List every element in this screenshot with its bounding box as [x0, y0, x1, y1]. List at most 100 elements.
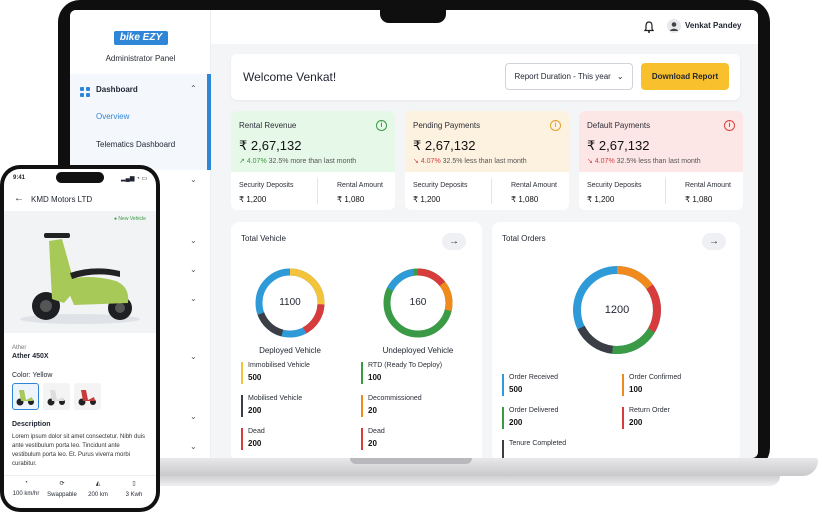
- phone-screen: 9:41 ▂▄▆ ◔ ▭ ← KMD Motors LTD ● New Vehi…: [4, 169, 156, 508]
- legend-value: 200: [509, 418, 523, 427]
- legend-swatch: [622, 407, 624, 429]
- color-option-red[interactable]: [74, 383, 101, 410]
- security-deposits-value: ₹ 1,200: [413, 195, 441, 204]
- sidebar-item-dashboard[interactable]: Dashboard: [96, 85, 138, 94]
- avatar[interactable]: [667, 19, 681, 33]
- status-icons: ▂▄▆ ◔ ▭: [121, 176, 148, 182]
- legend-item: Mobilised Vehicle 200: [241, 395, 303, 417]
- security-deposits-label: Security Deposits: [587, 182, 642, 189]
- color-label: Color: Yellow: [12, 372, 53, 379]
- legend-label: Order Confirmed: [629, 374, 682, 381]
- sidebar-item-telematics[interactable]: Telematics Dashboard: [96, 140, 176, 149]
- chevron-down-icon[interactable]: ⌄: [190, 352, 197, 361]
- stat-delta-text: 32.5% more than last month: [268, 158, 357, 165]
- description-title: Description: [12, 421, 51, 428]
- vehicle-image: [4, 211, 156, 333]
- legend-label: Order Delivered: [509, 407, 559, 414]
- dynamic-island: [56, 172, 104, 183]
- spec-label: Swappable: [47, 492, 77, 498]
- security-deposits-value: ₹ 1,200: [239, 195, 267, 204]
- stat-title: Rental Revenue: [239, 121, 297, 130]
- undeployed-donut: [383, 268, 453, 338]
- user-name[interactable]: Venkat Pandey: [685, 21, 742, 30]
- legend-item: Immobilised Vehicle 500: [241, 362, 310, 384]
- stat-header: [231, 111, 395, 172]
- stat-footer: [405, 172, 569, 210]
- swap-icon: ⟳: [59, 481, 65, 487]
- stat-pct: 4.07%: [420, 158, 441, 165]
- legend-value: 100: [368, 373, 382, 382]
- report-duration-select[interactable]: Report Duration - This year ⌄: [505, 63, 633, 90]
- status-time: 9:41: [13, 175, 26, 181]
- color-option-white[interactable]: [43, 383, 70, 410]
- info-icon[interactable]: i: [724, 120, 735, 131]
- welcome-title: Welcome Venkat!: [243, 70, 337, 84]
- stat-card-default-payments: Default Payments i ₹ 2,67,132 ↘ 4.07% 32…: [579, 111, 743, 210]
- stat-value: ₹ 2,67,132: [413, 138, 476, 153]
- stat-delta: ↘ 4.07% 32.5% less than last month: [413, 157, 527, 165]
- total-vehicle-card: Total Vehicle → 1100 Deployed Vehicle 16…: [231, 222, 482, 458]
- chevron-down-icon[interactable]: ⌄: [190, 442, 197, 451]
- spec-label: 200 km: [88, 492, 108, 498]
- legend-label: Order Received: [509, 374, 559, 381]
- legend-item: Order Delivered 200: [502, 407, 559, 429]
- orders-total: 1200: [604, 304, 630, 316]
- legend-item: Order Confirmed 100: [622, 374, 682, 396]
- legend-label: RTD (Ready To Deploy): [368, 362, 443, 369]
- chevron-down-icon[interactable]: ⌄: [190, 175, 197, 184]
- stat-card-rental-revenue: Rental Revenue i ₹ 2,67,132 ↗ 4.07% 32.5…: [231, 111, 395, 210]
- bell-icon[interactable]: [643, 20, 655, 33]
- chevron-down-icon[interactable]: ⌄: [190, 236, 197, 245]
- badge-text: New Vehicle: [118, 216, 146, 222]
- nav-active-bg: [70, 74, 207, 170]
- stat-header: [405, 111, 569, 172]
- stat-delta-text: 32.5% less than last month: [442, 158, 527, 165]
- chevron-down-icon[interactable]: ⌄: [190, 265, 197, 274]
- legend-value: 200: [248, 439, 262, 448]
- top-bar: Venkat Pandey: [211, 10, 758, 44]
- legend-swatch: [622, 374, 624, 396]
- sidebar-item-overview[interactable]: Overview: [96, 112, 130, 121]
- total-orders-card: Total Orders → 1200 Order Received 500 Or…: [492, 222, 740, 458]
- legend-value: 200: [248, 406, 262, 415]
- undeployed-total: 160: [409, 297, 427, 308]
- legend-label: Immobilised Vehicle: [248, 362, 310, 369]
- vehicle-brand: Ather: [12, 345, 27, 351]
- stat-footer: [579, 172, 743, 210]
- stat-card-pending-payments: Pending Payments i ₹ 2,67,132 ↘ 4.07% 32…: [405, 111, 569, 210]
- arrow-right-icon[interactable]: →: [702, 233, 726, 250]
- report-duration-label: Report Duration - This year: [514, 72, 611, 81]
- legend-value: 20: [368, 439, 377, 448]
- legend-value: 20: [368, 406, 377, 415]
- chevron-down-icon[interactable]: ⌄: [190, 412, 197, 421]
- arrow-right-icon[interactable]: →: [442, 233, 466, 250]
- info-icon[interactable]: i: [376, 120, 387, 131]
- divider: [317, 178, 318, 204]
- divider: [491, 178, 492, 204]
- stat-delta-text: 32.5% less than last month: [616, 158, 701, 165]
- legend-label: Tenure Completed: [509, 440, 567, 447]
- legend-swatch: [361, 362, 363, 384]
- divider: [665, 178, 666, 204]
- stat-title: Pending Payments: [413, 121, 481, 130]
- legend-label: Dead: [248, 428, 265, 435]
- rental-amount-value: ₹ 1,080: [337, 195, 365, 204]
- legend-item: Decommissioned 20: [361, 395, 422, 417]
- chevron-up-icon[interactable]: ⌃: [190, 84, 197, 93]
- battery-icon: ▯: [132, 481, 136, 487]
- legend-value: 200: [629, 418, 643, 427]
- chevron-down-icon[interactable]: ⌄: [190, 294, 197, 303]
- color-option-yellow[interactable]: [12, 383, 39, 410]
- laptop-base: [36, 458, 818, 476]
- orders-donut: [573, 266, 661, 354]
- rental-amount-value: ₹ 1,080: [511, 195, 539, 204]
- legend-label: Mobilised Vehicle: [248, 395, 303, 402]
- legend-swatch: [502, 440, 504, 458]
- download-report-button[interactable]: Download Report: [641, 63, 729, 90]
- range-icon: ◭: [95, 481, 101, 487]
- trend-down-icon: ↘: [413, 158, 419, 165]
- stat-footer: [231, 172, 395, 210]
- back-arrow-icon[interactable]: ←: [14, 193, 24, 204]
- info-icon[interactable]: i: [550, 120, 561, 131]
- legend-item: Order Received 500: [502, 374, 559, 396]
